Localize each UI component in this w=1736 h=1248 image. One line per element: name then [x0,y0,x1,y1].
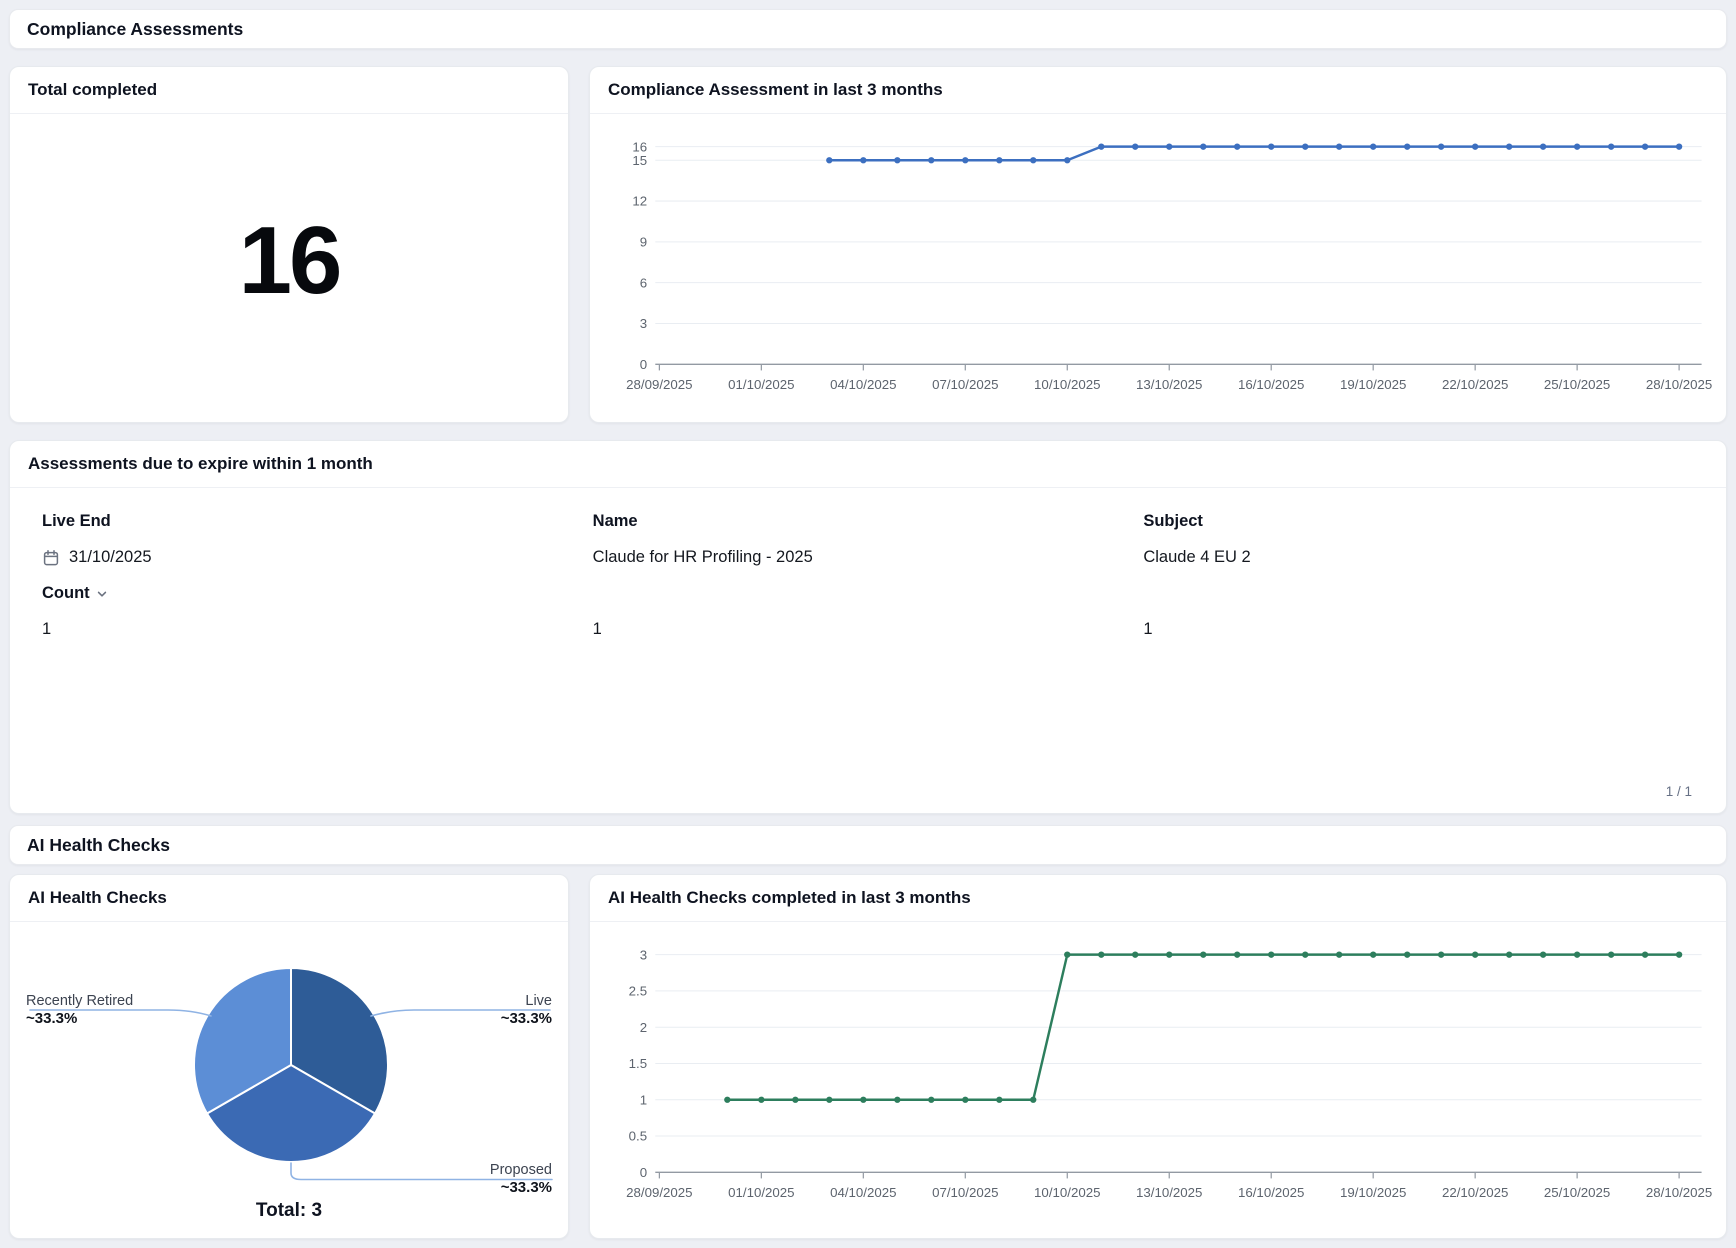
column-header-subject: Subject [1143,512,1203,530]
pie-label-live: Live ~33.3% [501,992,552,1028]
svg-text:10/10/2025: 10/10/2025 [1034,1185,1100,1200]
svg-text:3: 3 [640,947,647,962]
expiring-assessments-title: Assessments due to expire within 1 month [28,454,373,473]
compliance-trend-chart: 0 3 6 9 12 15 16 28/09/2025 01/10/2025 04/10/2025… [590,114,1726,422]
expiring-assessments-card: Assessments due to expire within 1 month… [9,440,1727,814]
svg-text:13/10/2025: 13/10/2025 [1136,377,1202,392]
svg-text:25/10/2025: 25/10/2025 [1544,1185,1610,1200]
section-title-health: AI Health Checks [27,834,170,855]
total-completed-card: Total completed 16 [9,66,569,423]
section-header-health: AI Health Checks [9,825,1727,865]
svg-text:0.5: 0.5 [629,1129,647,1144]
svg-text:1.5: 1.5 [629,1056,647,1071]
name-value: Claude for HR Profiling - 2025 [592,548,813,566]
svg-text:28/09/2025: 28/09/2025 [626,1185,692,1200]
calendar-icon [42,549,60,567]
svg-text:28/09/2025: 28/09/2025 [626,377,692,392]
svg-text:28/10/2025: 28/10/2025 [1646,377,1712,392]
pie-label-recently-retired-pct: ~33.3% [26,1010,78,1027]
health-trend-title: AI Health Checks completed in last 3 mon… [608,888,971,907]
compliance-trend-card: Compliance Assessment in last 3 months 0… [589,66,1727,423]
svg-text:01/10/2025: 01/10/2025 [728,377,794,392]
health-row: AI Health Checks Recently Retired ~33.3%… [9,874,1727,1239]
svg-text:25/10/2025: 25/10/2025 [1544,377,1610,392]
svg-text:28/10/2025: 28/10/2025 [1646,1185,1712,1200]
compliance-trend-card-header: Compliance Assessment in last 3 months [590,67,1726,114]
pie-label-recently-retired: Recently Retired ~33.3% [26,992,133,1028]
svg-text:16/10/2025: 16/10/2025 [1238,1185,1304,1200]
health-trend-chart: 0 0.5 1 1.5 2 2.5 3 28/09/2025 01/10/2025 04/10/2… [590,922,1726,1238]
section-title-compliance: Compliance Assessments [27,18,244,39]
svg-text:3: 3 [640,316,647,331]
compliance-row: Total completed 16 Compliance Assessment… [9,66,1727,423]
pie-label-live-pct: ~33.3% [500,1010,552,1027]
table-row-name-cell[interactable]: Claude for HR Profiling - 2025 [593,548,1144,567]
pie-label-proposed-pct: ~33.3% [500,1179,552,1196]
count-value-live-end: 1 [42,620,52,638]
pie-label-recently-retired-name: Recently Retired [26,993,134,1009]
svg-text:07/10/2025: 07/10/2025 [932,1185,998,1200]
svg-text:01/10/2025: 01/10/2025 [728,1185,794,1200]
svg-text:9: 9 [640,234,647,249]
expiring-assessments-body: Live End Name Subject 31/10/2025 [10,488,1726,813]
svg-text:22/10/2025: 22/10/2025 [1442,377,1508,392]
count-sort-header[interactable]: Count [42,584,1694,603]
total-completed-value: 16 [238,207,343,314]
pie-label-proposed: Proposed ~33.3% [490,1161,552,1197]
svg-text:04/10/2025: 04/10/2025 [830,1185,896,1200]
svg-text:1: 1 [640,1092,647,1107]
svg-text:19/10/2025: 19/10/2025 [1340,1185,1406,1200]
section-header-compliance: Compliance Assessments [9,9,1727,49]
count-value-name: 1 [592,620,602,638]
live-end-value: 31/10/2025 [69,548,152,566]
svg-text:0: 0 [640,357,647,372]
svg-text:04/10/2025: 04/10/2025 [830,377,896,392]
chevron-down-icon [95,587,109,601]
count-label: Count [42,584,90,602]
health-trend-card: AI Health Checks completed in last 3 mon… [589,874,1727,1239]
subject-value: Claude 4 EU 2 [1143,548,1251,566]
pagination: 1 / 1 [1665,784,1692,799]
pie-label-proposed-name: Proposed [489,1162,552,1178]
total-completed-card-header: Total completed [10,67,568,114]
svg-text:10/10/2025: 10/10/2025 [1034,377,1100,392]
svg-text:16/10/2025: 16/10/2025 [1238,377,1304,392]
health-pie-chart: Recently Retired ~33.3% Live ~33.3% Prop… [10,922,568,1238]
svg-text:07/10/2025: 07/10/2025 [932,377,998,392]
expiring-assessments-table: Live End Name Subject 31/10/2025 [42,512,1694,639]
svg-text:0: 0 [640,1165,647,1180]
health-trend-card-header: AI Health Checks completed in last 3 mon… [590,875,1726,922]
svg-text:15: 15 [632,153,647,168]
health-pie-card-header: AI Health Checks [10,875,568,922]
table-row-live-end-cell[interactable]: 31/10/2025 [42,548,593,567]
svg-text:6: 6 [640,275,647,290]
table-spacer [42,639,1694,780]
health-pie-body: Recently Retired ~33.3% Live ~33.3% Prop… [10,922,568,1238]
table-row-subject-cell[interactable]: Claude 4 EU 2 [1143,548,1694,567]
health-pie-card: AI Health Checks Recently Retired ~33.3%… [9,874,569,1239]
health-pie-title: AI Health Checks [28,888,167,907]
total-completed-body: 16 [10,114,568,422]
svg-text:2.5: 2.5 [629,984,647,999]
compliance-trend-title: Compliance Assessment in last 3 months [608,80,943,99]
svg-text:19/10/2025: 19/10/2025 [1340,377,1406,392]
svg-text:16: 16 [632,139,647,154]
pie-total-label: Total: 3 [255,1200,323,1221]
svg-text:22/10/2025: 22/10/2025 [1442,1185,1508,1200]
count-value-subject: 1 [1143,620,1153,638]
expiring-assessments-card-header: Assessments due to expire within 1 month [10,441,1726,488]
column-header-name: Name [592,512,638,530]
svg-text:2: 2 [640,1020,647,1035]
pie-label-live-name: Live [525,993,552,1009]
svg-text:12: 12 [632,194,647,209]
svg-text:13/10/2025: 13/10/2025 [1136,1185,1202,1200]
total-completed-title: Total completed [28,80,158,99]
column-header-live-end: Live End [42,512,111,530]
